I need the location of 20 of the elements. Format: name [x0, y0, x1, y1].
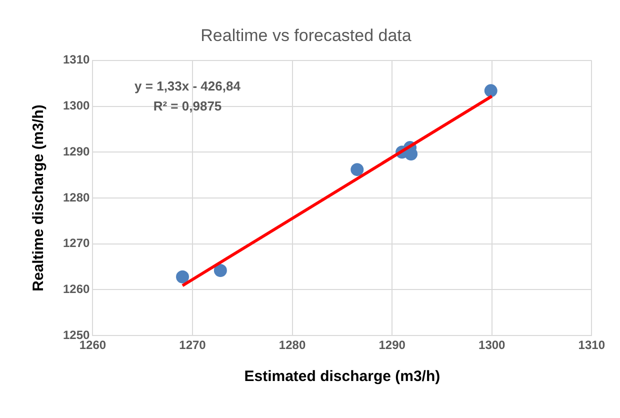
chart-title: Realtime vs forecasted data: [200, 26, 412, 45]
y-tick-label: 1290: [62, 144, 90, 158]
y-tick-label: 1310: [62, 52, 90, 67]
x-tick-label: 1300: [478, 338, 506, 352]
point: [350, 163, 364, 176]
x-tick-label: 1290: [378, 338, 406, 352]
point: [484, 84, 498, 98]
point: [176, 270, 190, 284]
y-tick-label: 1270: [62, 236, 90, 250]
y-axis-title: Realtime discharge (m3/h): [30, 104, 48, 292]
y-tick-label: 1300: [62, 98, 90, 113]
x-tick-label: 1280: [278, 338, 306, 352]
x-tick-label: 1270: [179, 338, 206, 352]
y-tick-label: 1280: [62, 190, 90, 204]
x-axis-title: Estimated discharge (m3/h): [244, 368, 440, 386]
annotation: R² = 0,9875: [153, 98, 222, 114]
annotation: y = 1,33x - 426,84: [134, 78, 242, 94]
point: [214, 264, 227, 277]
x-tick-label: 1310: [578, 338, 606, 352]
y-tick-label: 1260: [62, 282, 90, 296]
